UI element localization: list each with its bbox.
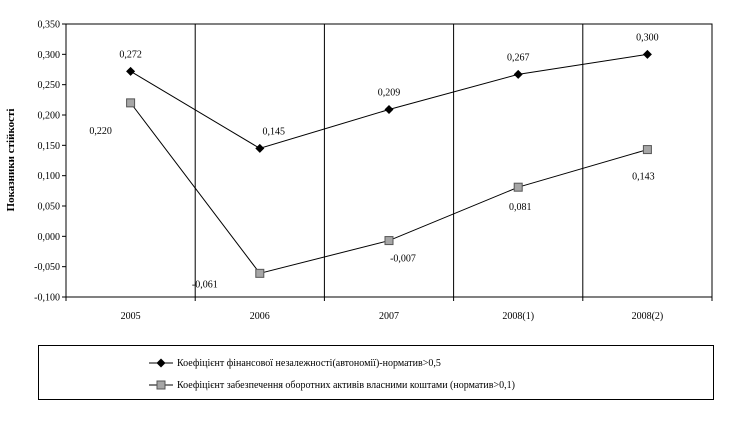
data-point-square [384, 236, 394, 246]
x-tick-label: 2006 [250, 311, 270, 322]
y-tick-label: 0,000 [38, 232, 61, 243]
series-line-1 [130, 53, 648, 149]
legend: Коефіцієнт фінансової незалежності(автон… [38, 345, 714, 400]
data-point-diamond [126, 66, 136, 76]
data-label: 0,267 [507, 52, 530, 63]
data-point-square [642, 145, 652, 155]
data-label: 0,220 [89, 126, 112, 137]
legend-item-series-1: Коефіцієнт фінансової незалежності(автон… [149, 355, 441, 371]
data-point-diamond [642, 49, 652, 59]
y-tick-label: -0,050 [34, 262, 60, 273]
series-line-2 [130, 102, 648, 274]
y-tick-label: 0,100 [38, 171, 61, 182]
data-point-square [126, 98, 136, 108]
y-tick-label: 0,300 [38, 50, 61, 61]
data-label: 0,300 [636, 32, 659, 43]
y-tick-label: -0,100 [34, 293, 60, 304]
y-tick-label: 0,350 [38, 20, 61, 31]
data-label: 0,272 [119, 49, 142, 60]
data-point-square [255, 268, 265, 278]
data-label: 0,145 [263, 126, 286, 137]
y-tick-label: 0,050 [38, 202, 61, 213]
data-point-square [513, 182, 523, 192]
y-tick-label: 0,200 [38, 111, 61, 122]
plot-area: 0,350 0,300 0,250 0,200 0,150 0,100 0,050 0,000… [34, 20, 713, 322]
y-tick-label: 0,150 [38, 141, 61, 152]
x-tick-label: 2008(2) [632, 311, 664, 322]
data-point-diamond [384, 105, 394, 115]
x-tick-label: 2008(1) [502, 311, 534, 322]
x-tick-label: 2005 [121, 311, 141, 322]
plot-border [65, 23, 713, 298]
legend-label-series-1: Коефіцієнт фінансової незалежності(автон… [177, 357, 441, 369]
data-point-diamond [255, 143, 265, 153]
diamond-marker-icon [149, 358, 173, 368]
y-axis-title: Показники стійкості [5, 109, 17, 212]
square-marker-icon [149, 380, 173, 390]
y-tick-label: 0,250 [38, 80, 61, 91]
data-label: -0,007 [390, 254, 416, 265]
data-label: -0,061 [192, 279, 218, 290]
legend-item-series-2: Коефіцієнт забезпечення оборотних активі… [149, 377, 515, 393]
x-tick-label: 2007 [379, 311, 399, 322]
data-label: 0,081 [509, 202, 532, 213]
data-point-diamond [513, 69, 523, 79]
data-label: 0,209 [378, 88, 401, 99]
legend-label-series-2: Коефіцієнт забезпечення оборотних активі… [177, 379, 515, 391]
data-label: 0,143 [632, 172, 655, 183]
